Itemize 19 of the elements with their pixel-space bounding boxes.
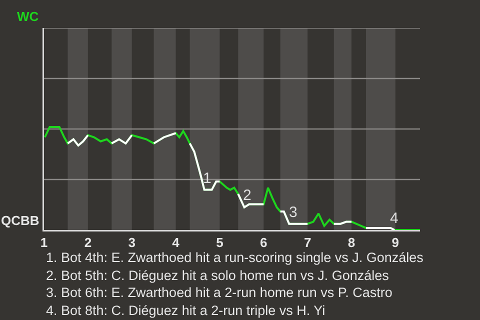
x-tick-label: 1 <box>40 235 48 250</box>
text: QCBB <box>1 213 40 228</box>
annotation: 3 <box>289 204 298 221</box>
x-tick-label: 3 <box>128 235 136 250</box>
x-tick-label: 6 <box>260 235 268 250</box>
x-tick-label: 2 <box>84 235 92 250</box>
text: 4. Bot 8th: C. Diéguez hit a 2-run triple vs H. Yi <box>46 303 326 318</box>
x-tick-label: 8 <box>348 235 356 250</box>
text: 2. Bot 5th: C. Diéguez hit a solo home run vs J. Gonzáles <box>46 268 390 283</box>
text: 3. Bot 6th: E. Zwarthoed hit a 2-run home run vs P. Castro <box>46 285 392 300</box>
x-tick-label: 7 <box>304 235 312 250</box>
annotation: 2 <box>243 187 252 204</box>
text: 1. Bot 4th: E. Zwarthoed hit a run-scoring single vs J. Gonzáles <box>46 250 424 265</box>
text: WC <box>17 9 40 24</box>
annotation: 1 <box>203 170 212 187</box>
x-tick-label: 4 <box>172 235 180 250</box>
annotation: 4 <box>390 210 398 227</box>
x-tick-label: 5 <box>216 235 224 250</box>
x-tick-label: 9 <box>392 235 400 250</box>
